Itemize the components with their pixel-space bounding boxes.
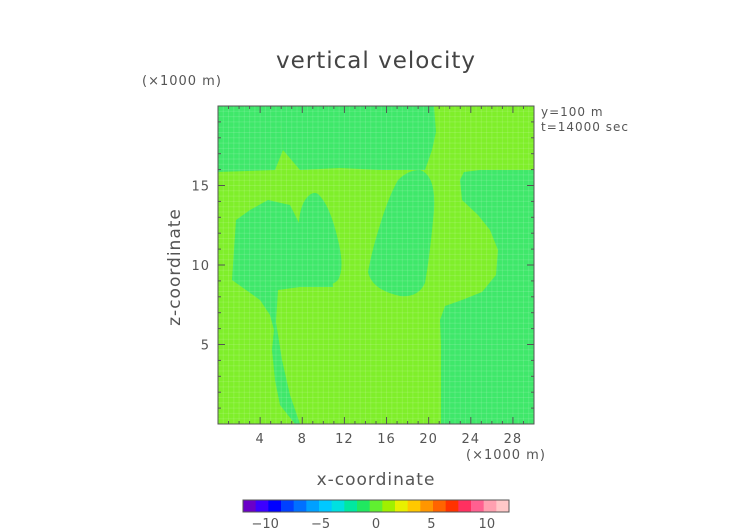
colorbar-swatch — [331, 500, 345, 512]
colorbar-tick-label: −5 — [311, 517, 330, 532]
x-tick-label: 28 — [504, 432, 523, 447]
colorbar-swatch — [255, 500, 269, 512]
colorbar-swatch — [357, 500, 371, 512]
colorbar-frame — [242, 499, 510, 513]
colorbar-swatch — [319, 500, 333, 512]
region-top-band — [280, 106, 436, 170]
y-axis-unit: (×1000 m) — [142, 74, 222, 89]
grid-lines — [218, 106, 534, 424]
colorbar-tick-label: −10 — [251, 517, 278, 532]
x-tick-label: 12 — [335, 432, 354, 447]
colorbar-swatch — [458, 500, 472, 512]
x-axis-unit: (×1000 m) — [466, 448, 546, 463]
colorbar-swatch — [369, 500, 383, 512]
colorbar-swatch — [483, 500, 497, 512]
negative-velocity-regions — [218, 106, 534, 424]
colorbar-swatch — [420, 500, 434, 512]
x-tick-label: 8 — [298, 432, 307, 447]
y-axis-ticks: 5 10 15 — [191, 105, 534, 425]
x-axis-ticks: 4 8 12 16 20 24 28 — [217, 106, 535, 447]
x-tick-label: 16 — [377, 432, 396, 447]
x-tick-label: 20 — [419, 432, 438, 447]
y-tick-label: 10 — [191, 259, 210, 274]
colorbar-swatch — [496, 500, 510, 512]
colorbar-swatch — [243, 500, 257, 512]
region-right-blob — [368, 170, 435, 297]
annotation-time: t=14000 sec — [541, 120, 629, 134]
chart-title: vertical velocity — [276, 48, 476, 74]
colorbar-swatch — [344, 500, 358, 512]
colorbar-swatch — [293, 500, 307, 512]
region-left-column — [218, 106, 333, 424]
x-tick-label: 4 — [255, 432, 264, 447]
colorbar: −10 −5 0 5 10 — [242, 499, 510, 532]
colorbar-swatch — [433, 500, 447, 512]
y-tick-label: 15 — [191, 180, 210, 195]
colorbar-swatch — [407, 500, 421, 512]
colorbar-swatch — [471, 500, 485, 512]
colorbar-tick-label: 10 — [479, 517, 496, 532]
colorbar-tick-label: 5 — [427, 517, 435, 532]
region-right-column — [440, 106, 534, 424]
colorbar-swatch — [306, 500, 320, 512]
colorbar-swatch — [395, 500, 409, 512]
annotation-y-position: y=100 m — [541, 105, 604, 119]
y-tick-label: 5 — [201, 339, 210, 354]
colorbar-swatch — [445, 500, 459, 512]
colorbar-tick-label: 0 — [372, 517, 380, 532]
region-left-blob — [298, 192, 342, 285]
x-tick-label: 24 — [462, 432, 481, 447]
x-axis-label: x-coordinate — [316, 470, 436, 490]
colorbar-swatch — [382, 500, 396, 512]
colorbar-swatch — [281, 500, 295, 512]
colorbar-swatch — [268, 500, 282, 512]
